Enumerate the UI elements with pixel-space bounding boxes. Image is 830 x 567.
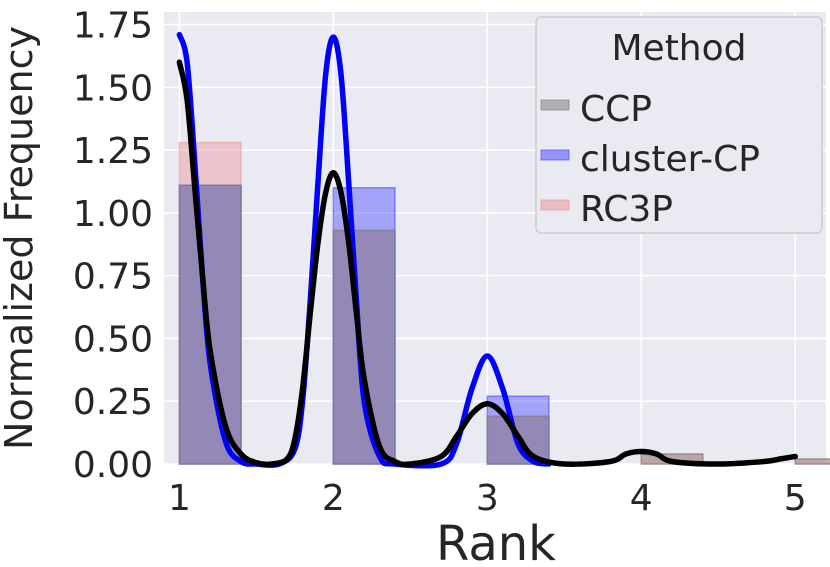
bar-ccp-rank-2	[332, 229, 396, 465]
legend-title: Method	[611, 28, 746, 69]
legend-label-cluster-cp: cluster-CP	[580, 139, 760, 180]
bar-ccp-rank-5	[794, 458, 830, 465]
legend-label-rc3p: RC3P	[580, 189, 673, 230]
y-tick-label: 0.75	[73, 257, 153, 298]
legend: Method CCP cluster-CP RC3P	[535, 16, 823, 234]
x-tick-label: 3	[476, 478, 499, 519]
x-tick-labels: 1 2 3 4 5	[168, 478, 807, 519]
y-tick-label: 1.00	[73, 194, 153, 235]
y-tick-labels: 0.00 0.25 0.50 0.75 1.00 1.25 1.50 1.75	[73, 6, 153, 486]
bar-cluster-cp-rank-2	[332, 187, 396, 465]
y-tick-label: 0.50	[73, 319, 153, 360]
kde-lines	[176, 31, 798, 469]
y-tick-label: 0.25	[73, 382, 153, 423]
y-tick-label: 0.00	[73, 445, 153, 486]
legend-swatch-ccp	[540, 99, 570, 111]
legend-swatch-cluster-cp	[540, 149, 570, 161]
legend-swatch-rc3p	[540, 199, 570, 211]
x-axis-title: Rank	[436, 516, 556, 567]
y-tick-label: 1.25	[73, 131, 153, 172]
histogram-bars	[178, 141, 830, 465]
x-tick-label: 5	[784, 478, 807, 519]
legend-items: CCP cluster-CP RC3P	[540, 89, 760, 230]
x-tick-label: 4	[630, 478, 653, 519]
y-tick-label: 1.75	[73, 6, 153, 47]
y-tick-label: 1.50	[73, 68, 153, 109]
x-tick-label: 2	[322, 478, 345, 519]
x-tick-label: 1	[168, 478, 191, 519]
bar-ccp-rank-1	[178, 184, 242, 465]
legend-label-ccp: CCP	[580, 89, 652, 130]
legend-box	[535, 16, 823, 234]
kde-line-ccp	[176, 59, 798, 468]
y-axis-title: Normalized Frequency	[0, 26, 41, 450]
bar-cluster-cp-rank-1	[178, 184, 242, 465]
